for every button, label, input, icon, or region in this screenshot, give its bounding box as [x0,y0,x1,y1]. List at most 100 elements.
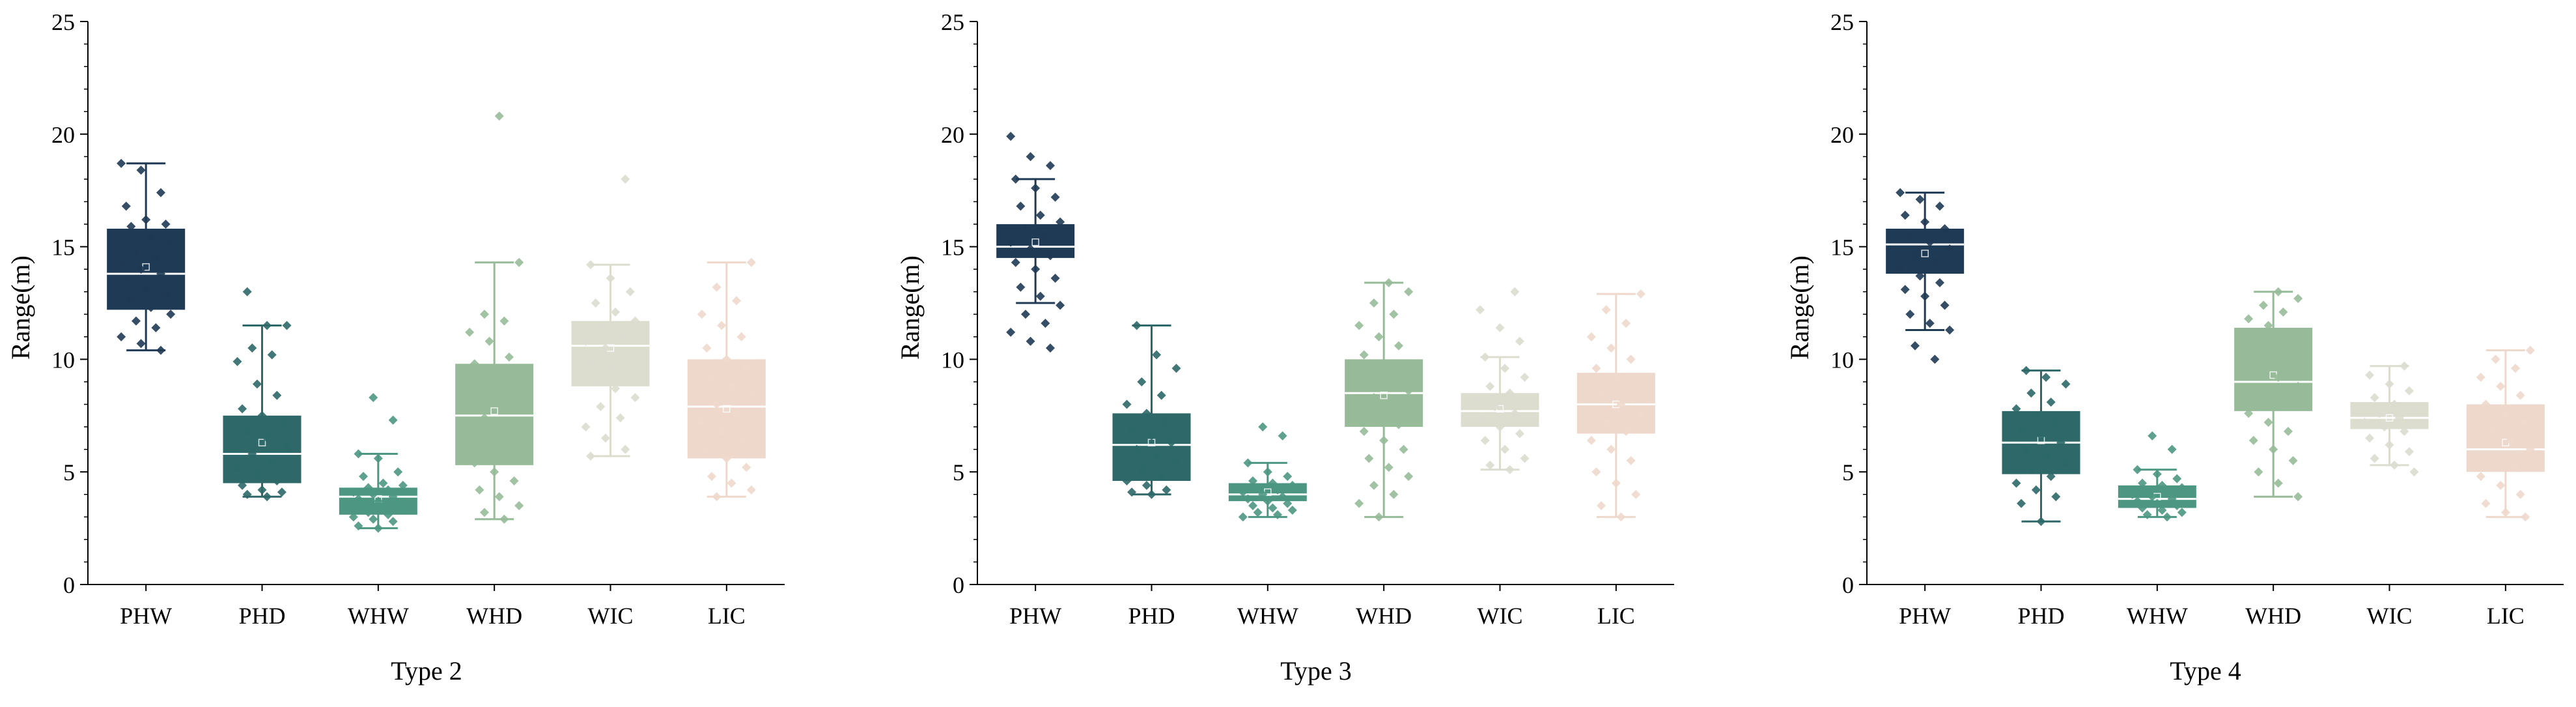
data-point [1389,489,1399,499]
data-point [2288,354,2298,364]
box-iqr [223,415,301,483]
chart-panel-type-2: Range(m) Type 2 0 5 10 15 20 25 PHW PHD WHW WHD WI… [0,0,858,704]
data-point [373,497,383,506]
data-point [1480,435,1490,445]
data-point [494,111,504,121]
data-point [465,431,475,440]
x-tick-label: LIC [1597,603,1635,629]
data-point [625,370,635,380]
data-point [1896,188,1905,197]
data-point [465,327,475,337]
data-point [2041,373,2051,382]
data-point [1132,321,1141,330]
data-point [2061,379,2071,389]
data-point [378,503,388,513]
data-point [1384,379,1393,389]
data-point [262,321,272,330]
data-point [721,354,731,364]
data-point [2390,460,2400,470]
data-point [1920,291,1930,301]
data-point [1490,401,1500,411]
y-tick-label: 15 [941,235,964,261]
data-point [1495,323,1505,333]
mean-marker [723,405,731,413]
y-tick-label: 25 [941,9,964,35]
data-point [2278,307,2288,317]
data-point [1510,287,1520,296]
data-point [252,379,262,389]
data-point [1147,431,1156,440]
box-group-phd [223,287,301,502]
data-point [1268,503,1278,513]
data-point [1470,395,1480,405]
data-point [2051,492,2061,502]
data-point [2269,345,2278,355]
data-point [707,373,717,382]
data-point [1287,505,1297,515]
box-group-whd [455,111,534,524]
data-point [1389,310,1399,319]
data-point [1031,183,1041,193]
data-point [1935,278,1944,287]
box-iqr [2234,328,2313,411]
data-point [2177,483,2187,493]
x-tick-label: WIC [1477,603,1523,629]
data-point [1476,415,1485,425]
box-chart-type-3: Range(m) Type 3 0 5 10 15 20 25 PHW PHD WHW WHD WI… [895,9,1674,685]
y-tick-label: 10 [51,347,75,373]
data-point [354,494,363,504]
data-point [1945,325,1955,335]
data-point [727,478,736,488]
data-point [1369,393,1379,403]
data-point [2521,418,2530,427]
data-point [2394,413,2404,423]
data-point [1626,354,1636,364]
data-point [2017,424,2026,434]
data-point [1393,341,1403,351]
data-point [2283,327,2293,337]
data-point [2167,444,2177,454]
data-point [1404,386,1414,396]
data-point [156,188,165,197]
data-point [2500,409,2510,418]
data-point [1520,454,1530,463]
data-point [2409,467,2419,477]
data-point [606,273,615,283]
data-point [121,201,131,211]
data-point [717,426,727,436]
box-iqr [571,321,650,386]
data-point [1132,444,1141,454]
data-point [2172,474,2182,483]
data-point [1359,350,1369,360]
data-point [2365,433,2375,443]
data-point [1283,498,1293,508]
data-point [742,463,751,472]
data-point [591,298,600,308]
y-tick-label: 5 [953,459,964,485]
data-point [2409,404,2419,414]
data-point [732,296,742,306]
data-point [1399,366,1408,375]
data-point [611,307,621,317]
data-point [272,390,282,400]
data-point [151,253,161,263]
data-point [746,257,756,267]
data-point [2017,498,2026,508]
mean-marker [1380,391,1388,399]
data-point [1636,289,1645,299]
data-point [161,289,171,299]
data-point [1905,310,1915,319]
data-point [1925,237,1935,247]
data-point [373,523,383,533]
data-point [484,336,494,346]
data-point [1920,217,1930,227]
data-point [1379,435,1389,445]
data-point [1597,501,1606,511]
data-point [1379,359,1389,369]
data-point [2133,465,2142,474]
data-point [242,287,252,296]
data-point [2375,409,2385,418]
data-point [1141,480,1151,490]
data-point [1500,444,1510,454]
x-tick-label: WHD [2245,603,2301,629]
